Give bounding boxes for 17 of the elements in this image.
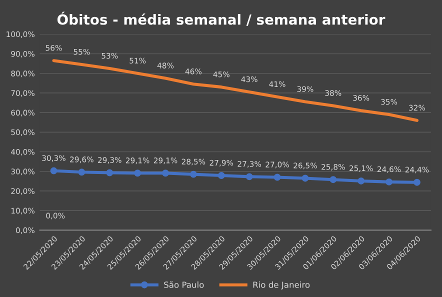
point	[246, 173, 253, 180]
legend-label: Rio de Janeiro	[253, 281, 310, 290]
point	[274, 174, 281, 181]
point	[190, 170, 197, 178]
point	[106, 169, 114, 176]
point	[78, 168, 86, 176]
legend-label: São Paulo	[164, 281, 204, 288]
point	[218, 172, 225, 179]
point	[134, 170, 142, 177]
point	[50, 167, 58, 174]
point	[330, 176, 337, 184]
point	[302, 174, 309, 182]
chart-title: Óbitos - média semanal / semana anterior	[57, 12, 386, 26]
point	[162, 170, 169, 177]
point	[414, 178, 420, 186]
point	[358, 178, 365, 184]
point	[386, 178, 393, 186]
